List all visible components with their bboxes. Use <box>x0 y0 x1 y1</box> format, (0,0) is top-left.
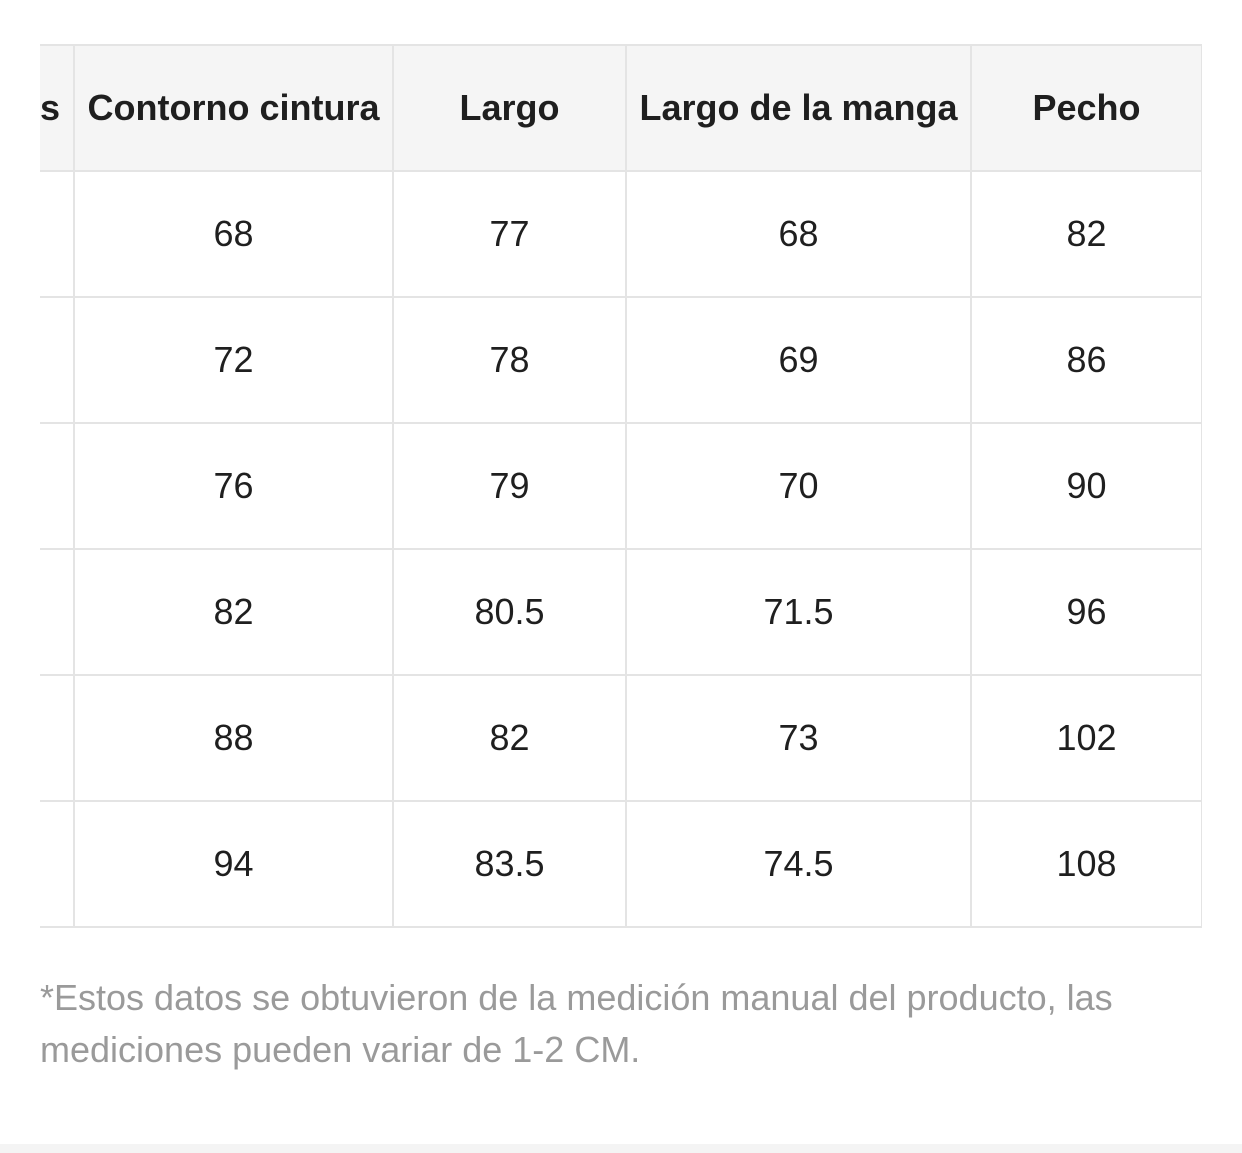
size-cell-clipped <box>40 548 75 676</box>
table-row: 94 83.5 74.5 108 <box>40 800 1202 928</box>
measurement-cell: 94 <box>73 800 394 928</box>
measurement-cell: 74.5 <box>625 800 972 928</box>
size-chart-table: s Contorno cintura Largo Largo de la man… <box>40 44 1202 928</box>
column-header-contorno-cintura: Contorno cintura <box>73 44 394 172</box>
measurement-cell: 82 <box>392 674 627 802</box>
measurement-cell: 82 <box>970 170 1202 298</box>
table-row: 68 77 68 82 <box>40 170 1202 298</box>
measurement-cell: 72 <box>73 296 394 424</box>
size-cell-clipped <box>40 800 75 928</box>
header-row: s Contorno cintura Largo Largo de la man… <box>40 44 1202 172</box>
size-cell-clipped <box>40 674 75 802</box>
measurement-cell: 96 <box>970 548 1202 676</box>
table-row: 72 78 69 86 <box>40 296 1202 424</box>
column-header-pecho: Pecho <box>970 44 1202 172</box>
measurement-cell: 80.5 <box>392 548 627 676</box>
measurement-cell: 102 <box>970 674 1202 802</box>
measurement-cell: 90 <box>970 422 1202 550</box>
measurement-cell: 108 <box>970 800 1202 928</box>
column-header-size-clipped: s <box>40 44 75 172</box>
table-row: 82 80.5 71.5 96 <box>40 548 1202 676</box>
measurement-cell: 82 <box>73 548 394 676</box>
size-chart-scroll-area[interactable]: s Contorno cintura Largo Largo de la man… <box>40 44 1202 928</box>
table-row: 76 79 70 90 <box>40 422 1202 550</box>
note-line: *Estos datos se obtuvieron de la medició… <box>40 977 1113 1018</box>
section-divider-strip <box>0 1144 1242 1153</box>
column-header-largo: Largo <box>392 44 627 172</box>
size-cell-clipped <box>40 296 75 424</box>
measurement-cell: 86 <box>970 296 1202 424</box>
measurement-disclaimer-note: *Estos datos se obtuvieron de la medició… <box>40 972 1202 1076</box>
measurement-cell: 69 <box>625 296 972 424</box>
measurement-cell: 68 <box>625 170 972 298</box>
measurement-cell: 73 <box>625 674 972 802</box>
measurement-cell: 83.5 <box>392 800 627 928</box>
measurement-cell: 79 <box>392 422 627 550</box>
measurement-cell: 77 <box>392 170 627 298</box>
measurement-cell: 88 <box>73 674 394 802</box>
table-row: 88 82 73 102 <box>40 674 1202 802</box>
size-cell-clipped <box>40 170 75 298</box>
note-line: mediciones pueden variar de 1-2 CM. <box>40 1029 641 1070</box>
measurement-cell: 68 <box>73 170 394 298</box>
size-cell-clipped <box>40 422 75 550</box>
column-header-largo-de-la-manga: Largo de la manga <box>625 44 972 172</box>
measurement-cell: 78 <box>392 296 627 424</box>
measurement-cell: 76 <box>73 422 394 550</box>
measurement-cell: 71.5 <box>625 548 972 676</box>
measurement-cell: 70 <box>625 422 972 550</box>
